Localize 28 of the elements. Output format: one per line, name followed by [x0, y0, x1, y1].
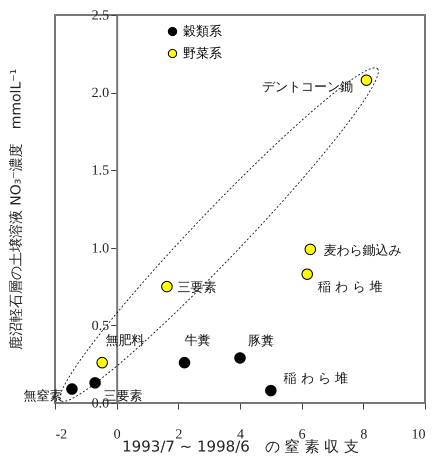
x-tick-label: -2 — [56, 428, 68, 442]
x-tick-label: 0 — [114, 428, 121, 442]
point — [301, 268, 313, 280]
point — [66, 383, 78, 395]
point — [178, 356, 190, 368]
annotation: 稲 わ ら 堆 — [284, 372, 348, 387]
y-tick-label: 1.5 — [92, 164, 110, 179]
y-axis-title: 鹿沼軽石層の土壌溶液 NO₃⁻濃度 mmolL⁻¹ — [8, 68, 24, 350]
point — [304, 244, 316, 256]
annotation: 牛糞 — [184, 334, 210, 349]
point — [360, 74, 372, 86]
legend-label: 野菜系 — [183, 46, 222, 62]
annotation: デントコーン鋤 — [262, 80, 353, 96]
legend-label: 穀類系 — [183, 24, 222, 40]
x-tick-label: 10 — [412, 428, 426, 442]
annotation: 三要素 — [177, 280, 216, 296]
annotation: 稲 わ ら 堆 — [318, 280, 382, 296]
point — [96, 356, 108, 368]
x-tick-label: 8 — [360, 428, 368, 442]
point — [89, 377, 101, 389]
y-tick-label: 0.5 — [92, 318, 110, 334]
point — [234, 352, 246, 364]
point — [265, 384, 277, 396]
annotation: 豚糞 — [248, 334, 274, 349]
y-tick-label: 2.0 — [92, 86, 110, 102]
point — [161, 280, 173, 292]
y-tick-label: 1.0 — [92, 241, 110, 256]
annotation: 麦わら鋤込み — [323, 243, 402, 258]
